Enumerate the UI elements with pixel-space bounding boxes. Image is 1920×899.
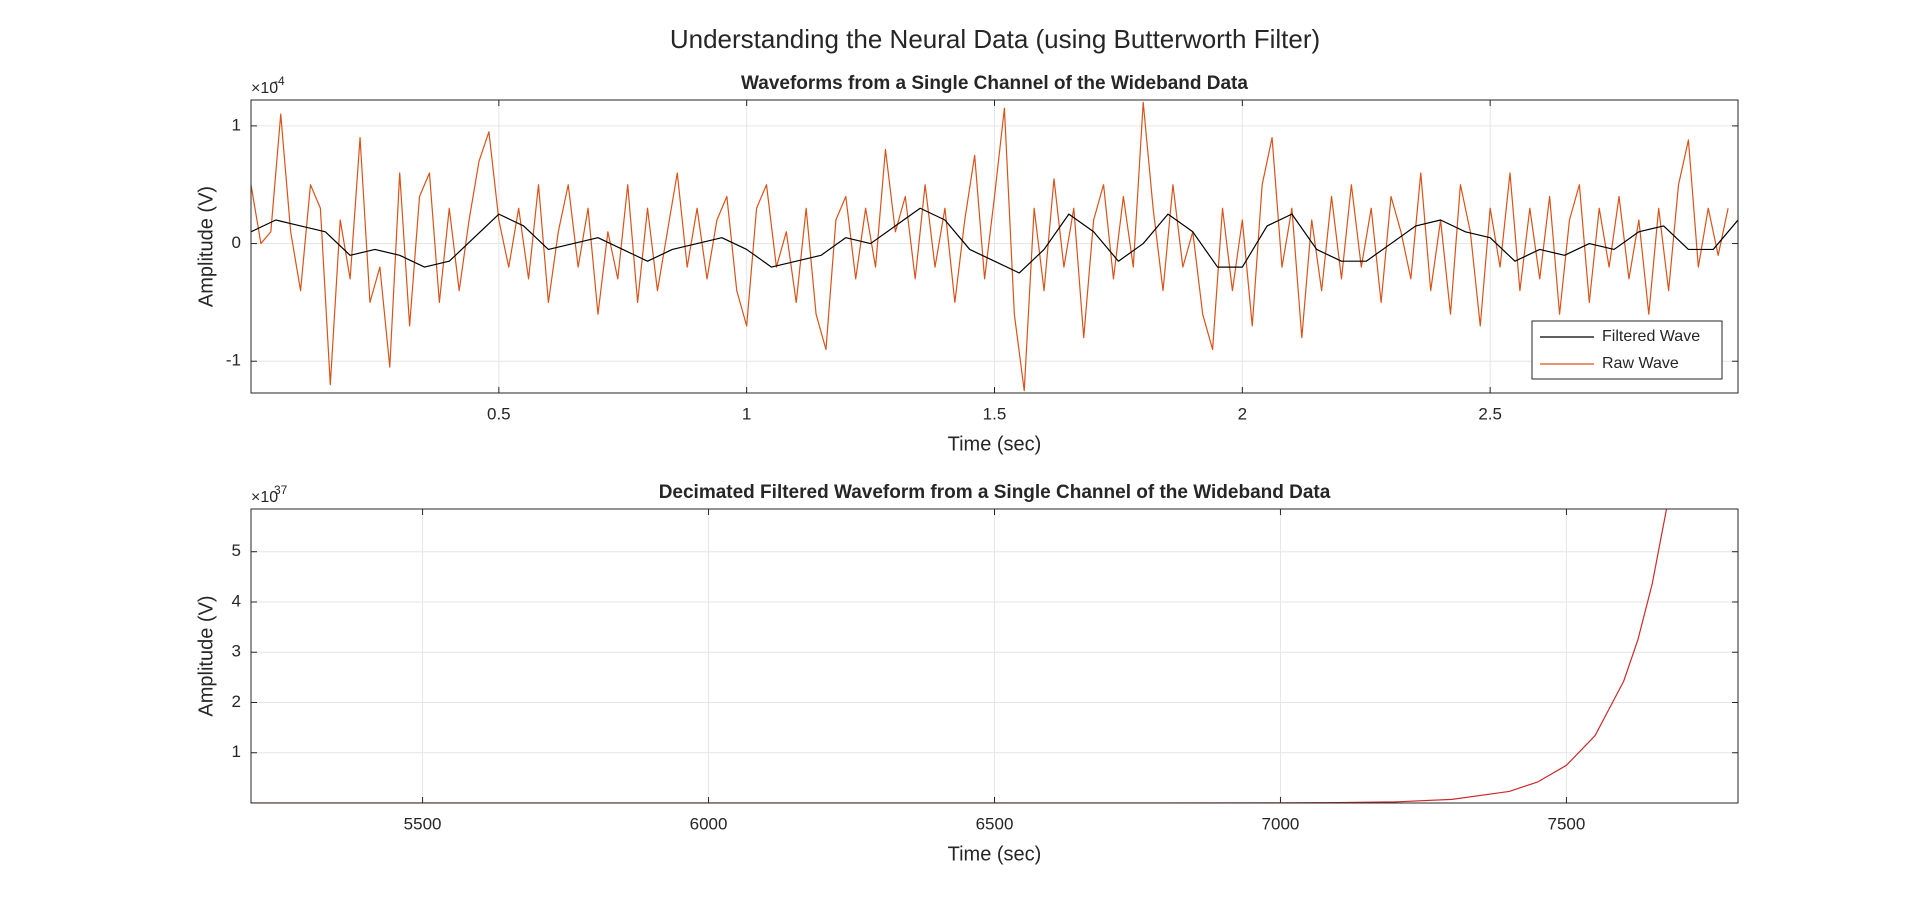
- x-tick-label: 7500: [1548, 814, 1586, 833]
- data-line: [251, 101, 1729, 392]
- x-tick-label: 2.5: [1478, 404, 1502, 423]
- y-multiplier: ×10: [251, 489, 278, 506]
- axes-title: Decimated Filtered Waveform from a Singl…: [659, 482, 1331, 503]
- y-tick-label: 3: [232, 642, 241, 661]
- y-tick-label: 4: [232, 591, 241, 610]
- x-tick-label: 1.5: [983, 404, 1007, 423]
- data-line: [251, 207, 1738, 274]
- y-exponent: 37: [274, 483, 288, 497]
- legend-label: Filtered Wave: [1602, 328, 1700, 345]
- y-tick-label: 0: [232, 233, 241, 252]
- y-tick-label: 5: [232, 541, 241, 560]
- x-tick-label: 5500: [404, 814, 442, 833]
- y-axis-label: Amplitude (V): [195, 595, 217, 716]
- x-axis-label: Time (sec): [948, 843, 1042, 865]
- x-tick-label: 0.5: [487, 404, 511, 423]
- legend-label: Raw Wave: [1602, 355, 1679, 372]
- x-tick-label: 2: [1238, 404, 1247, 423]
- y-tick-label: -1: [226, 351, 241, 370]
- y-exponent: -4: [274, 74, 285, 88]
- legend-box: [1531, 320, 1723, 380]
- x-tick-label: 7000: [1262, 814, 1300, 833]
- axes-title: Waveforms from a Single Channel of the W…: [741, 73, 1248, 94]
- y-multiplier: ×10: [251, 80, 278, 97]
- x-tick-label: 6000: [690, 814, 728, 833]
- axes-box: [250, 99, 1739, 394]
- y-tick-label: 1: [232, 115, 241, 134]
- axes-box: [250, 508, 1739, 804]
- figure-title: Understanding the Neural Data (using But…: [670, 24, 1320, 54]
- y-axis-label: Amplitude (V): [195, 186, 217, 307]
- y-tick-label: 1: [232, 742, 241, 761]
- x-axis-label: Time (sec): [948, 433, 1042, 455]
- x-tick-label: 1: [742, 404, 751, 423]
- y-tick-label: 2: [232, 692, 241, 711]
- plot-area: [251, 101, 1738, 392]
- x-tick-label: 6500: [976, 814, 1014, 833]
